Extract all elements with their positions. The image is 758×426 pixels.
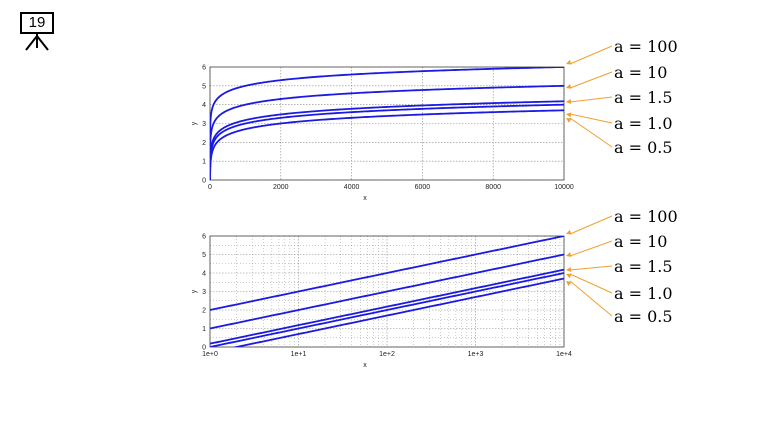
annotation-arrowhead xyxy=(566,59,572,65)
chart-1: 0 2000 4000 6000 8000 10000 0 1 2 3 4 5 6 x y a = 100 a … xyxy=(191,37,678,202)
y-tick-label: 4 xyxy=(202,102,206,109)
y-tick-label: 5 xyxy=(202,83,206,90)
annotation-arrowhead xyxy=(566,118,572,123)
x-tick-label: 6000 xyxy=(415,184,431,191)
annotation-arrow xyxy=(569,280,613,317)
annotation-label: a = 10 xyxy=(614,63,667,82)
series-line-a-10 xyxy=(210,253,564,330)
annotation-arrow xyxy=(569,240,613,257)
annotation-arrow xyxy=(569,215,613,235)
y-tick-label: 3 xyxy=(202,289,206,296)
chart-2: 1e+0 1e+1 1e+2 1e+3 1e+4 0 1 2 3 4 5 6 x y a = 100 a = … xyxy=(191,207,678,369)
annotation-arrowhead xyxy=(566,267,572,273)
series-line-a-0.5 xyxy=(232,277,564,347)
annotation-label: a = 1.0 xyxy=(614,114,673,133)
annotation-arrowhead xyxy=(566,83,572,89)
annotation-arrowhead xyxy=(566,273,572,279)
y-axis-label: y xyxy=(191,289,198,293)
annotation-label: a = 0.5 xyxy=(614,138,673,157)
series-line-a-1 xyxy=(210,272,564,347)
x-tick-label: 4000 xyxy=(344,184,360,191)
annotation-label: a = 10 xyxy=(614,232,667,251)
series-line-a-10 xyxy=(210,84,564,162)
y-tick-label: 4 xyxy=(202,271,206,278)
y-tick-label: 3 xyxy=(202,121,206,128)
y-tick-label: 5 xyxy=(202,252,206,259)
annotation-arrow xyxy=(569,96,613,103)
series-line-a-1.5 xyxy=(210,100,564,177)
annotation-arrow xyxy=(569,273,613,294)
annotation-label: a = 1.5 xyxy=(614,88,673,107)
annotation-label: a = 1.5 xyxy=(614,257,673,276)
slide-number: 19 xyxy=(20,12,54,34)
x-tick-label: 8000 xyxy=(485,184,501,191)
x-tick-label: 2000 xyxy=(273,184,289,191)
annotation-arrowhead xyxy=(566,252,572,257)
y-axis-label: y xyxy=(191,121,198,125)
y-tick-label: 6 xyxy=(202,65,206,72)
series-line-a-0.5 xyxy=(210,109,564,180)
annotation-arrow xyxy=(569,113,613,124)
y-tick-label: 6 xyxy=(202,234,206,241)
y-tick-label: 2 xyxy=(202,308,206,315)
series-line-a-1.5 xyxy=(210,268,564,345)
x-axis-label: x xyxy=(363,362,367,369)
plot-frame xyxy=(209,235,565,348)
y-tick-label: 2 xyxy=(202,140,206,147)
annotation-arrowhead xyxy=(566,229,572,235)
annotation-arrow xyxy=(569,265,613,271)
annotation-arrow xyxy=(569,45,613,65)
series-line-a-1 xyxy=(210,103,564,180)
y-tick-label: 0 xyxy=(202,345,206,352)
y-tick-label: 1 xyxy=(202,159,206,166)
easel-icon xyxy=(25,34,49,51)
annotation-arrowhead xyxy=(566,112,572,118)
x-tick-label: 10000 xyxy=(554,184,574,191)
x-tick-label: 1e+4 xyxy=(556,351,572,358)
series-line-a-100 xyxy=(210,236,564,311)
annotation-arrow xyxy=(569,71,613,89)
annotation-label: a = 100 xyxy=(614,37,678,56)
y-tick-label: 1 xyxy=(202,326,206,333)
x-tick-label: 1e+1 xyxy=(291,351,307,358)
annotation-label: a = 1.0 xyxy=(614,284,673,303)
x-axis-label: x xyxy=(363,195,367,202)
annotation-arrowhead xyxy=(566,98,572,104)
x-tick-label: 1e+3 xyxy=(468,351,484,358)
x-tick-label: 1e+2 xyxy=(379,351,395,358)
y-tick-label: 0 xyxy=(202,178,206,185)
x-tick-label: 1e+0 xyxy=(202,351,218,358)
annotation-label: a = 100 xyxy=(614,207,678,226)
series-line-a-100 xyxy=(210,67,564,143)
annotation-arrow xyxy=(569,117,613,148)
annotation-arrowhead xyxy=(566,281,572,287)
x-tick-label: 0 xyxy=(208,184,212,191)
annotation-label: a = 0.5 xyxy=(614,307,673,326)
